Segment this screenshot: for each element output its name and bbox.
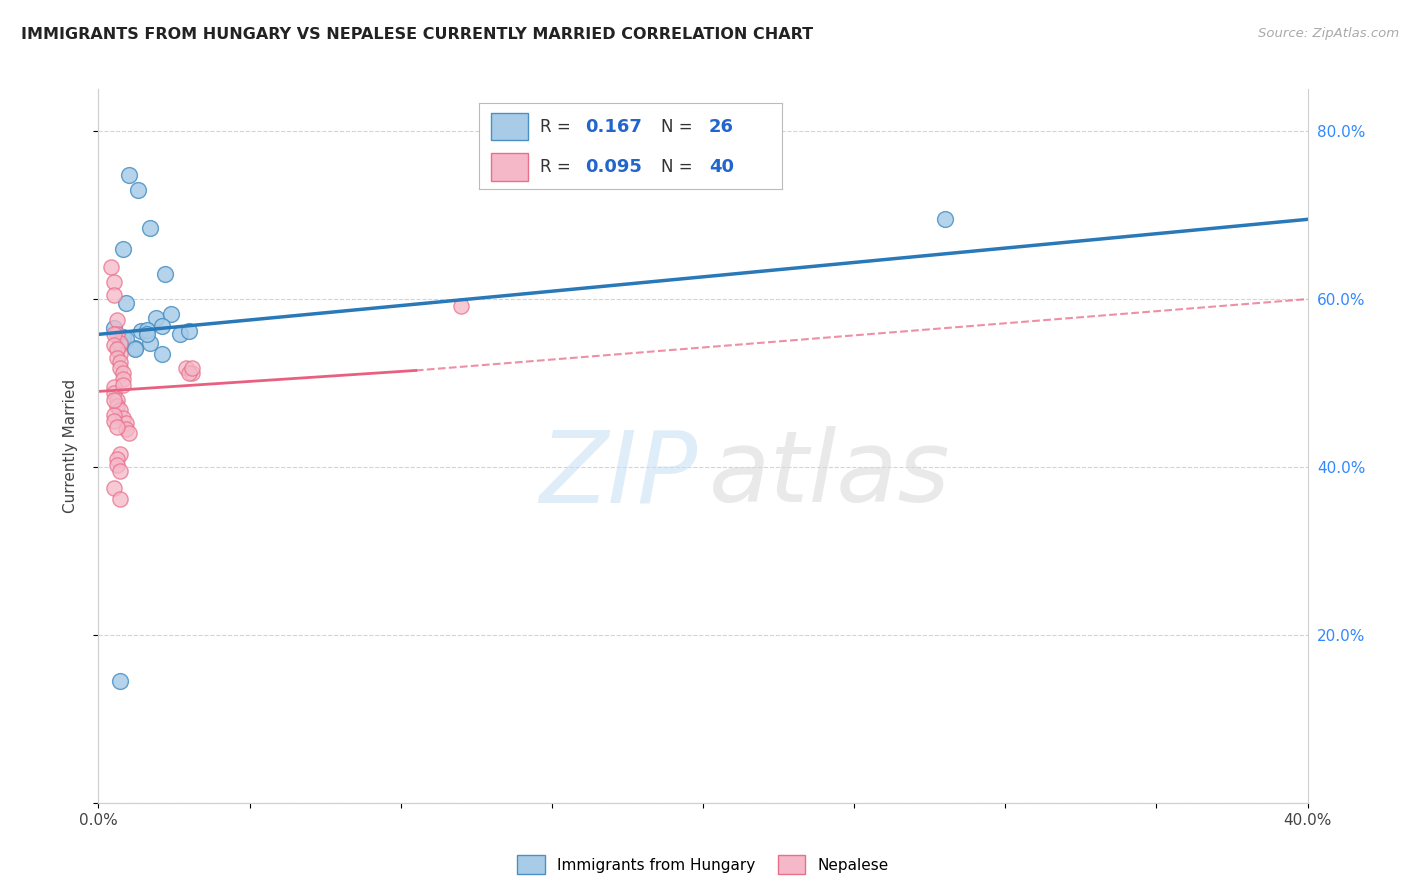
Point bbox=[103, 327, 125, 342]
Point bbox=[103, 392, 125, 407]
Point bbox=[179, 324, 201, 338]
Text: IMMIGRANTS FROM HUNGARY VS NEPALESE CURRENTLY MARRIED CORRELATION CHART: IMMIGRANTS FROM HUNGARY VS NEPALESE CURR… bbox=[21, 27, 813, 42]
Point bbox=[105, 451, 128, 466]
Point bbox=[145, 310, 167, 325]
Point bbox=[127, 183, 149, 197]
Point bbox=[108, 464, 131, 478]
Point bbox=[105, 351, 128, 365]
Point bbox=[114, 332, 136, 346]
Point bbox=[105, 327, 128, 342]
Point bbox=[111, 377, 134, 392]
Point bbox=[111, 330, 134, 344]
Point bbox=[105, 313, 128, 327]
Point bbox=[150, 318, 173, 333]
Point bbox=[139, 220, 162, 235]
Point bbox=[150, 346, 173, 360]
Point bbox=[135, 323, 157, 337]
Point bbox=[103, 481, 125, 495]
Point bbox=[118, 426, 141, 441]
Point bbox=[450, 299, 472, 313]
Point bbox=[135, 327, 157, 342]
Point bbox=[103, 288, 125, 302]
Point bbox=[181, 360, 204, 375]
Point bbox=[108, 355, 131, 369]
Point bbox=[108, 403, 131, 417]
Point bbox=[105, 343, 128, 357]
Point bbox=[103, 321, 125, 335]
Point bbox=[103, 275, 125, 289]
Point bbox=[108, 360, 131, 375]
Point bbox=[108, 346, 131, 360]
Point bbox=[139, 335, 162, 350]
Point bbox=[111, 242, 134, 256]
Point bbox=[108, 335, 131, 350]
Point bbox=[169, 327, 191, 342]
Point bbox=[108, 674, 131, 689]
Point bbox=[114, 296, 136, 310]
Point bbox=[179, 366, 201, 380]
Point bbox=[103, 380, 125, 394]
Point bbox=[160, 307, 183, 321]
Point bbox=[118, 168, 141, 182]
Point bbox=[124, 341, 146, 355]
Point bbox=[105, 458, 128, 473]
Point bbox=[105, 419, 128, 434]
Point bbox=[105, 392, 128, 407]
Text: Source: ZipAtlas.com: Source: ZipAtlas.com bbox=[1258, 27, 1399, 40]
Point bbox=[103, 414, 125, 428]
Y-axis label: Currently Married: Currently Married bbox=[63, 379, 77, 513]
Point bbox=[153, 267, 176, 281]
Point bbox=[108, 447, 131, 461]
Point bbox=[103, 386, 125, 401]
Point bbox=[103, 408, 125, 422]
Point bbox=[111, 366, 134, 380]
Text: ZIP: ZIP bbox=[538, 426, 697, 523]
Text: atlas: atlas bbox=[709, 426, 950, 523]
Point bbox=[108, 338, 131, 352]
Point bbox=[114, 422, 136, 436]
Point bbox=[111, 411, 134, 425]
Point bbox=[108, 491, 131, 506]
Point bbox=[181, 366, 204, 380]
Point bbox=[111, 372, 134, 386]
Point bbox=[103, 338, 125, 352]
Point bbox=[124, 343, 146, 357]
Point bbox=[114, 417, 136, 431]
Point bbox=[100, 260, 122, 275]
Point bbox=[174, 360, 197, 375]
Point bbox=[129, 324, 152, 338]
Legend: Immigrants from Hungary, Nepalese: Immigrants from Hungary, Nepalese bbox=[510, 849, 896, 880]
Point bbox=[105, 399, 128, 413]
Point bbox=[934, 212, 956, 227]
